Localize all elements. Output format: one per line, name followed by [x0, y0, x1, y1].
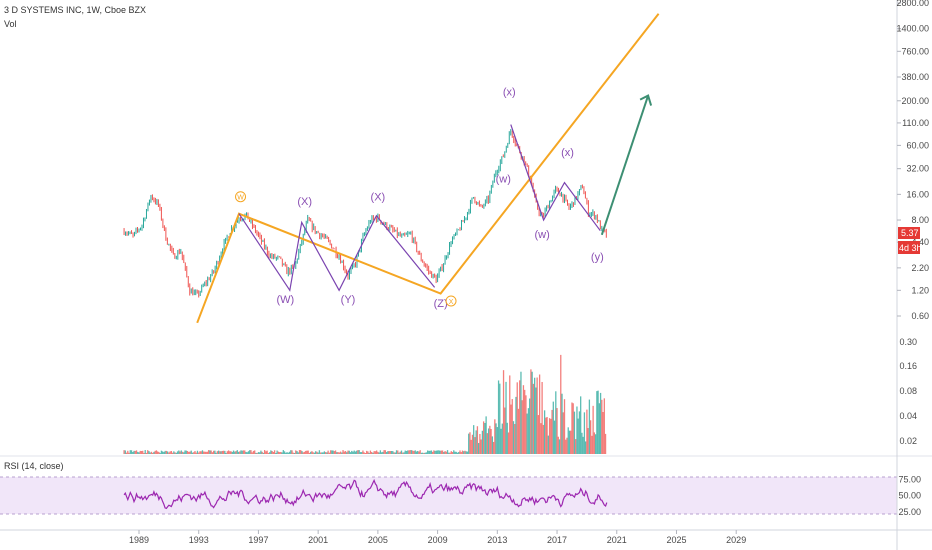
rsi-label: RSI (14, close) [4, 461, 64, 471]
price-tick-label: 32.00 [906, 164, 929, 174]
wave-circle [235, 191, 247, 203]
price-tick-label: 380.00 [901, 72, 929, 82]
rsi-tick-label: 50.00 [898, 491, 921, 501]
time-axis[interactable]: 1989 1993 1997 2001 2005 2009 2013 2017 2021 2025… [129, 530, 746, 545]
orange-wave-line [196, 13, 660, 324]
price-tick-label: 8.00 [911, 215, 929, 225]
wave-label: (x) [561, 147, 574, 159]
wave-label: (w) [534, 229, 549, 241]
price-pane[interactable]: W(W)(X)(Y)(X)(Z)X(x)(w)(w)(x)(y)Y [123, 0, 669, 324]
price-tick-label: 760.00 [901, 46, 929, 56]
volume-tick-label: 0.30 [899, 337, 917, 347]
volume-tick-label: 0.16 [899, 361, 917, 371]
projection-arrow-head [639, 94, 653, 106]
price-tick-label: 4.40 [911, 237, 929, 247]
price-badge-countdown: 4d 3h [899, 243, 922, 253]
price-tick-label: 0.60 [911, 311, 929, 321]
price-tick-label: 1.20 [911, 285, 929, 295]
volume-label: Vol [4, 19, 17, 29]
price-tick-label: 16.00 [906, 189, 929, 199]
wave-label: W [237, 195, 244, 202]
price-tick-label: 200.00 [901, 96, 929, 106]
wave-label: (Z) [434, 298, 448, 310]
wave-label: (x) [503, 87, 516, 99]
time-tick-label: 2013 [487, 535, 507, 545]
wave-label: (y) [591, 251, 604, 263]
rsi-axis: 75.00 50.00 25.00 [898, 474, 921, 517]
volume-tick-label: 0.04 [899, 411, 917, 421]
price-tick-label: 2800.00 [896, 0, 929, 8]
rsi-line [123, 478, 608, 510]
time-tick-label: 2001 [308, 535, 328, 545]
time-tick-label: 2025 [666, 535, 686, 545]
wave-label: (W) [276, 294, 294, 306]
projection-arrow [600, 95, 650, 236]
symbol-title: 3 D SYSTEMS INC, 1W, Cboe BZX [4, 5, 146, 15]
time-tick-label: 2017 [547, 535, 567, 545]
wave-circle [445, 295, 457, 307]
time-tick-label: 2009 [428, 535, 448, 545]
wave-label: (X) [297, 196, 312, 208]
volume-tick-label: 0.08 [899, 386, 917, 396]
rsi-pane[interactable] [0, 476, 897, 515]
purple-wave-line-recent [510, 124, 601, 232]
rsi-tick-label: 75.00 [898, 474, 921, 484]
rsi-tick-label: 25.00 [898, 507, 921, 517]
volume-tick-label: 0.02 [899, 436, 917, 446]
price-tick-label: 110.00 [902, 118, 929, 128]
time-tick-label: 2005 [368, 535, 388, 545]
time-tick-label: 1993 [189, 535, 209, 545]
price-badge-value: 5.37 [901, 228, 919, 238]
time-tick-label: 2029 [726, 535, 746, 545]
wave-label: (Y) [341, 294, 356, 306]
price-axis[interactable]: 2800.00 1400.00 760.00 380.00 200.00 110.00 60… [896, 0, 929, 321]
price-tick-label: 2.20 [911, 263, 929, 273]
rsi-band [0, 477, 897, 514]
volume-axis: 0.30 0.16 0.08 0.04 0.02 [899, 337, 917, 446]
price-badge: 5.37 4d 3h [898, 227, 922, 254]
time-tick-label: 1997 [248, 535, 268, 545]
wave-label: (w) [496, 174, 511, 186]
wave-label: (X) [371, 192, 386, 204]
price-tick-label: 1400.00 [896, 24, 929, 34]
time-tick-label: 2021 [607, 535, 627, 545]
time-tick-label: 1989 [129, 535, 149, 545]
purple-wave-line [238, 213, 436, 292]
price-tick-label: 60.00 [906, 140, 929, 150]
volume-pane [123, 354, 607, 454]
wave-label: X [449, 299, 454, 306]
